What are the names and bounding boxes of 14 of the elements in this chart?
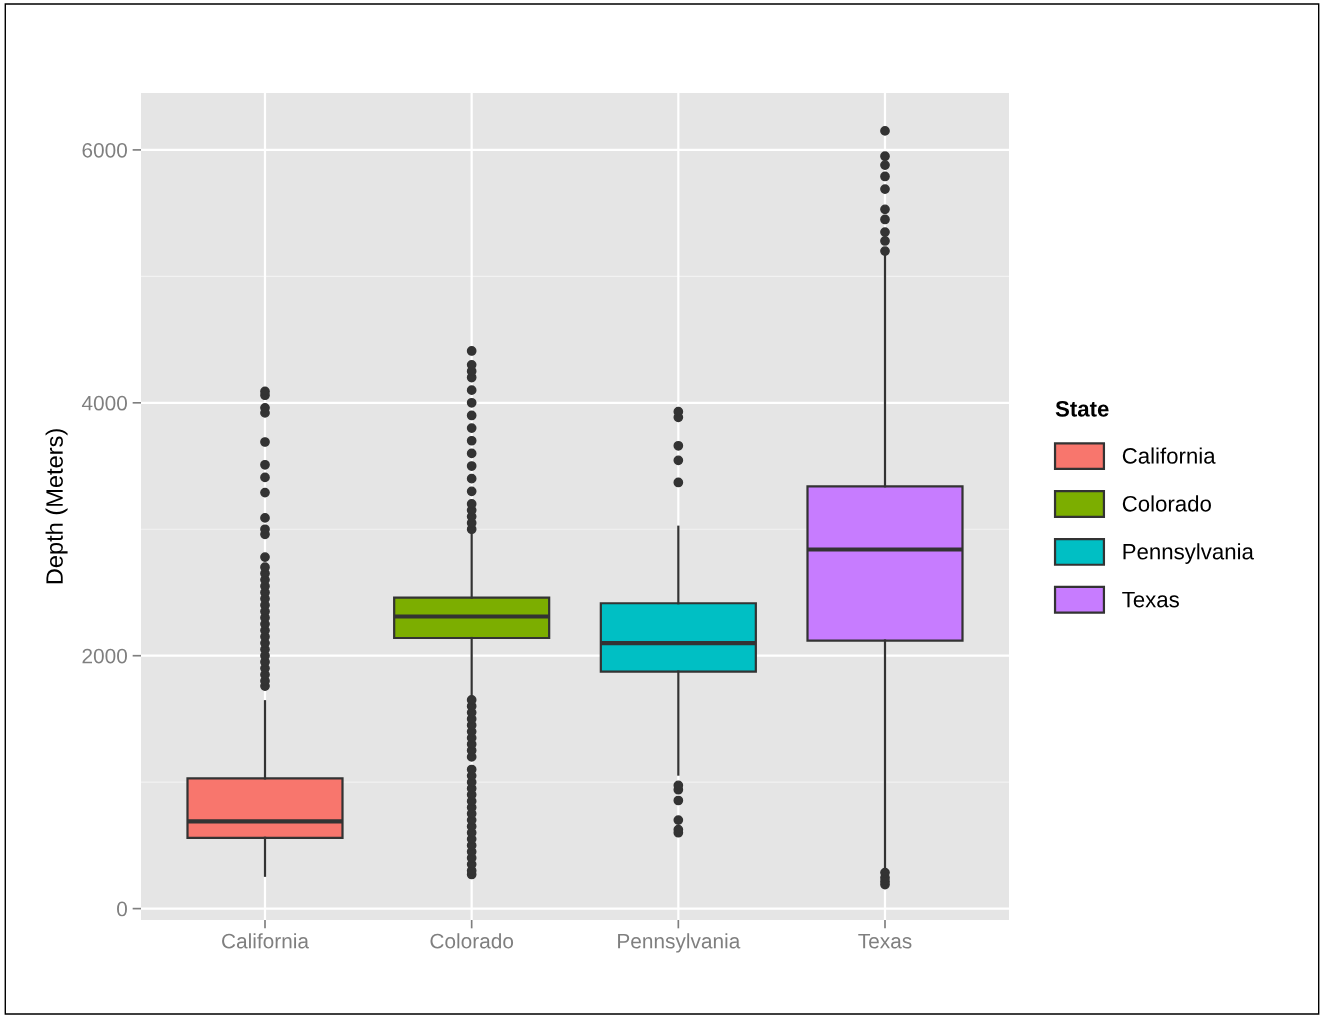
x-tick-label: Texas [858, 933, 912, 949]
x-tick-label: Colorado [430, 933, 514, 949]
y-tick-label: 2000 [82, 648, 127, 664]
legend-label: Pennsylvania [1123, 543, 1254, 564]
x-tick-label: Pennsylvania [618, 933, 741, 953]
y-tick-label: 6000 [82, 142, 127, 158]
legend-label: Colorado [1122, 495, 1211, 512]
y-tick-label: 4000 [81, 395, 127, 411]
x-tick-label: California [222, 933, 309, 949]
y-tick-label: 0 [117, 901, 127, 917]
legend-title: State [1055, 400, 1109, 417]
y-axis-title: Depth (Meters) [45, 429, 68, 584]
legend-label: California [1122, 447, 1216, 464]
legend-label: Texas [1122, 591, 1179, 608]
